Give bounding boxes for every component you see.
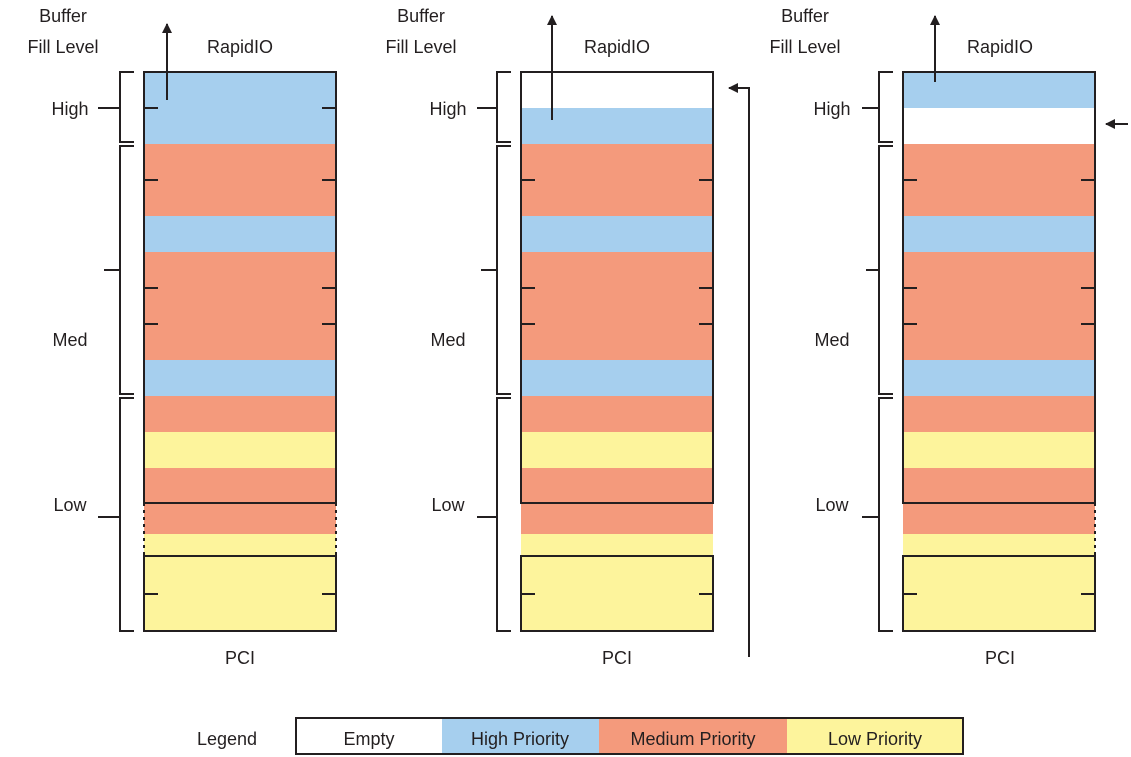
buffer-segment — [521, 468, 713, 505]
buffer-segment — [521, 396, 713, 433]
buffer-segment — [521, 288, 713, 325]
legend-swatch-high — [442, 718, 599, 754]
legend-label-low: Low Priority — [828, 729, 922, 749]
buffer-segment — [903, 108, 1095, 145]
buffer-segment — [144, 108, 336, 145]
buffer-segment — [903, 360, 1095, 397]
legend-border — [295, 717, 964, 755]
pci-label: PCI — [985, 648, 1015, 668]
rapidio-label: RapidIO — [967, 37, 1033, 57]
buffer-segment — [144, 534, 336, 556]
buffer-segment — [903, 144, 1095, 181]
buffer-segment — [521, 556, 713, 594]
buffer-segment — [144, 72, 336, 109]
level-high-label: High — [429, 99, 466, 119]
legend-title: Legend — [197, 729, 257, 749]
legend-label-high: High Priority — [471, 729, 569, 749]
buffer-segment — [903, 396, 1095, 433]
buffer-segment — [521, 216, 713, 253]
buffer-segment — [521, 360, 713, 397]
level-high-label: High — [813, 99, 850, 119]
buffer-fill-level-label: Buffer — [39, 6, 87, 26]
buffer-segment — [903, 504, 1095, 535]
legend-swatch-medium — [599, 718, 787, 754]
buffer-segment — [144, 556, 336, 594]
buffer-segment — [521, 144, 713, 181]
rapidio-label: RapidIO — [584, 37, 650, 57]
buffer-segments — [521, 72, 713, 631]
buffer-segment — [903, 324, 1095, 361]
level-med-label: Med — [814, 330, 849, 350]
buffer-tick-marks — [144, 107, 336, 595]
buffer-segment — [903, 534, 1095, 556]
buffer-segment — [903, 468, 1095, 505]
level-brackets — [477, 71, 511, 632]
buffer-segment — [521, 252, 713, 289]
buffer-segment — [144, 504, 336, 535]
legend-swatch-empty — [296, 718, 442, 754]
buffer-segment — [903, 556, 1095, 594]
buffer-segment — [144, 144, 336, 181]
buffer-tick-marks — [903, 179, 1095, 595]
buffer-segment — [903, 593, 1095, 631]
buffer-segment — [144, 396, 336, 433]
buffer-segment — [521, 180, 713, 217]
buffer-segment — [521, 534, 713, 556]
buffer-segment — [521, 324, 713, 361]
buffer-segment — [144, 288, 336, 325]
buffer-column-1: Buffer Fill Level RapidIO PCI High Med L… — [27, 6, 337, 668]
buffer-segment — [903, 216, 1095, 253]
buffer-segment — [521, 593, 713, 631]
legend: Legend Empty High Priority Medium Priori… — [197, 717, 964, 755]
buffer-fill-level-label: Fill Level — [27, 37, 98, 57]
buffer-segment — [903, 180, 1095, 217]
buffer-fill-level-label: Fill Level — [769, 37, 840, 57]
buffer-segment — [521, 504, 713, 535]
legend-swatch-low — [787, 718, 963, 754]
pci-label: PCI — [225, 648, 255, 668]
buffer-column-3: Buffer Fill Level RapidIO PCI High Med L… — [769, 6, 1128, 668]
buffer-segment — [144, 324, 336, 361]
buffer-column-2: Buffer Fill Level RapidIO PCI High Med L… — [385, 6, 750, 668]
buffer-fill-level-label: Buffer — [397, 6, 445, 26]
buffer-segment — [903, 72, 1095, 109]
buffer-segment — [144, 216, 336, 253]
buffer-segment — [903, 252, 1095, 289]
buffer-segment — [521, 108, 713, 145]
level-low-label: Low — [53, 495, 87, 515]
input-arrow — [728, 83, 750, 657]
level-brackets — [862, 71, 893, 632]
level-med-label: Med — [52, 330, 87, 350]
buffer-fill-level-label: Fill Level — [385, 37, 456, 57]
buffer-segment — [144, 360, 336, 397]
buffer-segment — [144, 432, 336, 469]
buffer-segment — [903, 288, 1095, 325]
level-low-label: Low — [815, 495, 849, 515]
level-med-label: Med — [430, 330, 465, 350]
buffer-fill-level-label: Buffer — [781, 6, 829, 26]
level-brackets — [98, 71, 134, 632]
legend-label-empty: Empty — [343, 729, 394, 749]
buffer-segment — [521, 432, 713, 469]
buffer-segment — [144, 593, 336, 631]
pci-label: PCI — [602, 648, 632, 668]
buffer-tick-marks — [521, 179, 713, 595]
level-high-label: High — [51, 99, 88, 119]
buffer-segment — [144, 180, 336, 217]
buffer-segment — [903, 432, 1095, 469]
rapidio-label: RapidIO — [207, 37, 273, 57]
buffer-segment — [144, 468, 336, 505]
buffer-segments — [903, 72, 1095, 631]
buffer-segment — [521, 72, 713, 109]
legend-label-medium: Medium Priority — [630, 729, 755, 749]
buffer-segment — [144, 252, 336, 289]
buffer-segments — [144, 72, 336, 631]
level-low-label: Low — [431, 495, 465, 515]
